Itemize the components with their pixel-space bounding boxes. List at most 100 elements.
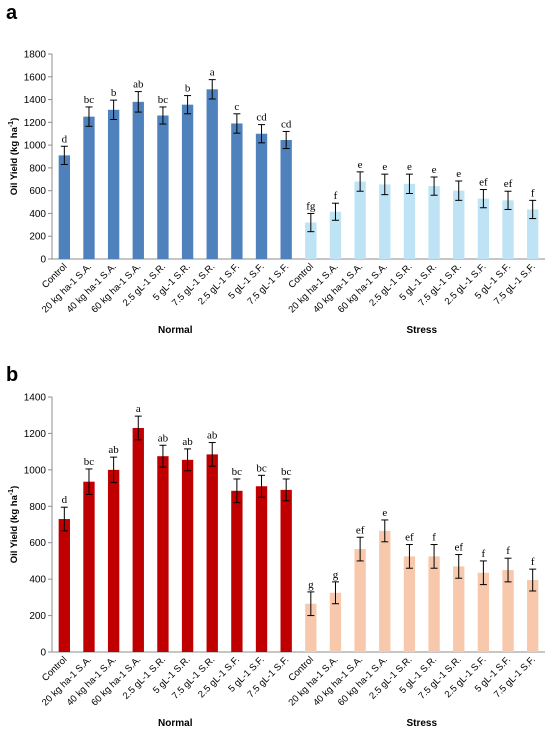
y-tick-label: 1600 <box>24 72 47 83</box>
significance-letter: f <box>334 190 338 202</box>
significance-letter: e <box>456 168 461 180</box>
bar <box>132 427 144 652</box>
y-tick-label: 600 <box>29 538 46 549</box>
bar <box>255 133 268 259</box>
y-axis-label-close: ) <box>9 486 20 489</box>
bar <box>502 570 514 652</box>
group-label: Normal <box>158 325 193 336</box>
bar <box>453 190 465 259</box>
bar <box>477 198 490 259</box>
bar <box>305 222 317 259</box>
significance-letter: bc <box>281 466 292 478</box>
bar <box>157 115 169 259</box>
bar <box>354 181 366 259</box>
significance-letter: cd <box>281 118 292 130</box>
y-axis-label-text: Oil Yield (kg ha <box>9 494 20 563</box>
y-tick-label: 400 <box>29 575 46 586</box>
significance-letter: bc <box>84 456 95 468</box>
bar <box>428 186 440 259</box>
significance-letter: a <box>136 403 141 415</box>
significance-letter: bc <box>232 466 243 478</box>
bar <box>206 89 218 259</box>
chart-panel-a: a 0 200 400 600 800 1000 1200 1400 1600 1800 Oil Y… <box>0 0 550 360</box>
significance-letter: ef <box>504 178 513 190</box>
significance-letter: ab <box>182 436 193 448</box>
significance-letter: f <box>531 187 535 199</box>
y-tick-label: 200 <box>29 611 46 622</box>
significance-letter: b <box>111 87 117 99</box>
bar-chart-svg: 0 200 400 600 800 1000 1200 1400 Oil Yield (kg h… <box>8 393 545 729</box>
significance-letter: ef <box>356 524 365 536</box>
y-tick-label: 1400 <box>24 95 47 106</box>
bar <box>83 116 95 259</box>
y-tick-label: 200 <box>29 232 46 243</box>
panel-label: a <box>6 2 18 24</box>
panel-label: b <box>6 364 19 386</box>
y-tick-label: 1000 <box>24 141 47 152</box>
significance-letter: ab <box>158 432 169 444</box>
y-tick-label: 600 <box>29 186 46 197</box>
significance-letter: cd <box>256 112 267 124</box>
significance-letter: ef <box>454 542 463 554</box>
y-tick-label: 0 <box>40 648 46 659</box>
bar <box>527 209 539 259</box>
y-tick-label: 1200 <box>24 118 47 129</box>
bar <box>280 139 292 259</box>
bar <box>403 183 416 259</box>
bar <box>231 123 243 259</box>
significance-letter: ab <box>207 430 218 442</box>
y-axis-label-close: ) <box>9 118 20 121</box>
significance-letter: bc <box>84 94 95 106</box>
significance-letter: ab <box>108 444 119 456</box>
bar <box>477 572 490 652</box>
y-axis-label-text: Oil Yield (kg ha <box>9 126 20 195</box>
y-tick-label: 1200 <box>24 429 47 440</box>
y-tick-label: 800 <box>29 502 46 513</box>
y-tick-label: 1800 <box>24 50 47 61</box>
significance-letter: g <box>308 579 314 591</box>
significance-letter: d <box>62 133 68 145</box>
bar <box>107 469 120 652</box>
y-axis-label-superscript: -1 <box>8 121 15 127</box>
significance-letter: bc <box>158 94 169 106</box>
bar <box>107 109 120 259</box>
y-axis-label: Oil Yield (kg ha-1) <box>8 118 20 196</box>
significance-letter: ef <box>405 532 414 544</box>
y-axis-label: Oil Yield (kg ha-1) <box>8 486 20 564</box>
significance-letter: ef <box>479 177 488 189</box>
significance-letter: f <box>482 548 486 560</box>
bar <box>329 592 342 652</box>
bar <box>58 519 70 652</box>
bar <box>206 454 218 652</box>
bar <box>132 101 144 259</box>
significance-letter: b <box>185 83 191 95</box>
significance-letter: fg <box>306 200 316 212</box>
significance-letter: f <box>531 556 535 568</box>
bar <box>354 549 366 652</box>
bar <box>502 200 514 259</box>
significance-letter: c <box>234 101 239 113</box>
bar <box>58 155 70 259</box>
bar <box>305 603 317 652</box>
significance-letter: e <box>407 161 412 173</box>
bar <box>83 481 95 652</box>
significance-letter: d <box>62 494 68 506</box>
bar <box>329 211 342 259</box>
group-label: Stress <box>406 718 437 729</box>
group-label: Stress <box>406 325 437 336</box>
bar <box>379 184 391 259</box>
significance-letter: a <box>210 67 215 79</box>
bar <box>428 556 440 652</box>
y-tick-label: 0 <box>40 255 46 266</box>
y-axis-label-superscript: -1 <box>8 489 15 495</box>
bar <box>157 456 169 652</box>
bar <box>453 566 465 652</box>
significance-letter: e <box>382 507 387 519</box>
significance-letter: f <box>506 545 510 557</box>
bar <box>379 530 391 652</box>
bar-chart-svg: 0 200 400 600 800 1000 1200 1400 1600 1800 Oil Yie… <box>8 50 545 336</box>
significance-letter: e <box>382 161 387 173</box>
bar <box>255 486 268 652</box>
bar <box>181 459 194 652</box>
significance-letter: g <box>333 569 339 581</box>
